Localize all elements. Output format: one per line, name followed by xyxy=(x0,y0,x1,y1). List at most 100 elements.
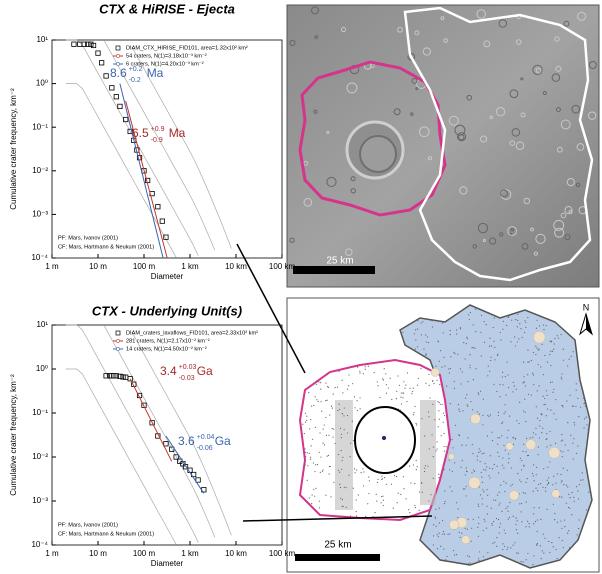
y-tick-label: 10¹ xyxy=(36,35,48,44)
x-tick-label: 10 km xyxy=(225,262,247,271)
crater-dot xyxy=(386,393,387,394)
crater-dot xyxy=(513,516,514,517)
crater-dot xyxy=(548,483,549,484)
crater-dot xyxy=(478,517,479,518)
crater-dot xyxy=(567,422,568,423)
crater-dot xyxy=(420,368,421,369)
crater-dot xyxy=(539,349,540,350)
crater-dot xyxy=(517,314,518,315)
crater-dot xyxy=(319,432,320,433)
crater-dot xyxy=(418,378,419,379)
crater-dot xyxy=(494,464,495,465)
crater-dot xyxy=(533,523,534,524)
crater-dot xyxy=(503,467,504,468)
crater-dot xyxy=(499,384,500,385)
crater-dot xyxy=(498,456,499,457)
crater-dot xyxy=(324,424,325,425)
crater-dot xyxy=(442,533,443,534)
crater-dot xyxy=(466,343,467,344)
crater-dot xyxy=(525,421,526,422)
crater-dot xyxy=(315,396,316,397)
crater-dot xyxy=(543,329,544,330)
crater-dot xyxy=(537,519,538,520)
crater-dot xyxy=(530,437,531,438)
crater-dot xyxy=(443,332,444,333)
crater-dot xyxy=(382,496,383,497)
crater-dot xyxy=(311,503,312,504)
crater-dot xyxy=(450,356,451,357)
crater-dot xyxy=(411,393,412,394)
crater-dot xyxy=(536,545,537,546)
crater-dot xyxy=(428,416,429,417)
crater-dot xyxy=(454,388,455,389)
crater-dot xyxy=(339,409,340,410)
crater-dot xyxy=(468,519,469,520)
age-unit: Ma xyxy=(169,126,186,140)
crater-dot xyxy=(401,392,402,393)
crater-dot xyxy=(472,409,473,410)
crater-dot xyxy=(320,472,321,473)
crater-dot xyxy=(544,355,545,356)
crater-dot xyxy=(567,486,568,487)
crater-dot xyxy=(413,464,414,465)
crater-dot xyxy=(491,508,492,509)
crater-dot xyxy=(407,372,408,373)
crater-dot xyxy=(515,345,516,346)
crater-dot xyxy=(433,535,434,536)
crater-dot xyxy=(410,482,411,483)
crater-dot xyxy=(532,373,533,374)
crater-dot xyxy=(446,386,447,387)
crater-dot xyxy=(440,350,441,351)
crater-dot xyxy=(442,322,443,323)
crater-dot xyxy=(553,546,554,547)
crater-dot xyxy=(315,488,316,489)
crater-dot xyxy=(456,333,457,334)
crater-dot xyxy=(574,424,575,425)
crater-dot xyxy=(568,494,569,495)
age-lower: -0.03 xyxy=(179,375,195,382)
x-tick-label: 10 m xyxy=(89,549,107,558)
crater-dot xyxy=(537,543,538,544)
crater-dot xyxy=(340,428,341,429)
crater-dot xyxy=(386,484,387,485)
crater-dot xyxy=(473,519,474,520)
legend-marker-dot xyxy=(116,62,119,65)
crater-dot xyxy=(313,462,314,463)
crater-dot xyxy=(525,451,526,452)
crater-dot xyxy=(302,424,303,425)
crater-dot xyxy=(554,513,555,514)
crater-dot xyxy=(577,445,578,446)
crater-dot xyxy=(457,517,458,518)
crater-dot xyxy=(346,507,347,508)
crater-dot xyxy=(433,524,434,525)
crater-dot xyxy=(479,551,480,552)
crater-dot xyxy=(566,485,567,486)
x-tick-label: 1 km xyxy=(181,262,199,271)
crater-dot xyxy=(545,439,546,440)
crater-dot xyxy=(440,404,441,405)
crater-dot xyxy=(539,507,540,508)
crater-dot xyxy=(498,415,499,416)
crater-dot xyxy=(431,320,432,321)
crater-dot xyxy=(396,398,397,399)
legend-marker-dot xyxy=(116,54,119,57)
crater-dot xyxy=(486,324,487,325)
crater-dot xyxy=(477,455,478,456)
crater-dot xyxy=(508,387,509,388)
crater-dot xyxy=(515,524,516,525)
crater-dot xyxy=(490,455,491,456)
age-unit: Ga xyxy=(215,434,231,448)
crater-dot xyxy=(561,440,562,441)
crater-dot xyxy=(369,480,370,481)
crater-dot xyxy=(438,474,439,475)
crater-dot xyxy=(481,355,482,356)
crater-dot xyxy=(483,556,484,557)
crater-dot xyxy=(578,528,579,529)
crater-dot xyxy=(546,325,547,326)
crater-dot xyxy=(561,378,562,379)
crater-dot xyxy=(405,385,406,386)
crater-dot xyxy=(548,477,549,478)
crater-dot xyxy=(325,382,326,383)
crater-dot xyxy=(516,517,517,518)
crater-dot xyxy=(571,492,572,493)
